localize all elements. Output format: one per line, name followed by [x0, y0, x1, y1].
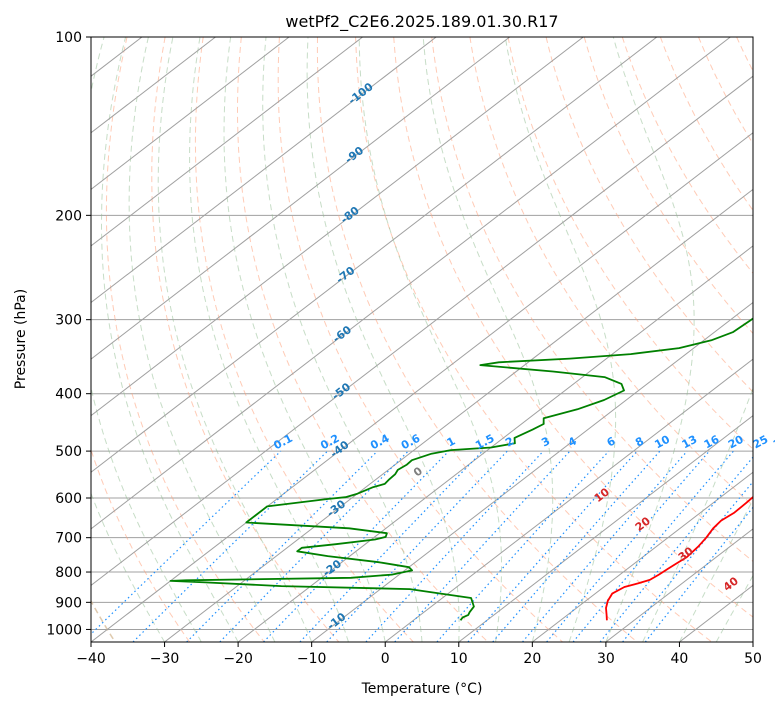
x-tick-label: 50: [744, 651, 762, 667]
isotherm-line: [237, 245, 753, 642]
mixing-ratio-line: [326, 450, 508, 642]
x-tick-label: 40: [671, 651, 689, 667]
y-tick-label: 700: [55, 531, 82, 547]
dry-adiabat-line: [316, 37, 638, 642]
plot-frame: [90, 36, 754, 643]
isotherm-line: [605, 528, 753, 642]
x-tick-label: 0: [381, 651, 390, 667]
mixing-ratio-label: 30: [771, 433, 775, 452]
mixing-ratio-line: [365, 450, 544, 642]
mixing-ratio-line: [467, 450, 638, 642]
dry-adiabat-line: [237, 37, 489, 642]
isotherm-line: [0, 37, 68, 642]
dry-adiabat-line: [277, 37, 563, 642]
moist-adiabat-line: [642, 386, 753, 642]
isotherm-line: [311, 301, 753, 642]
axes: −40 −30 −20 −10 0 10 20 30 40 50 100 200 300 400 500 60…: [46, 30, 762, 667]
y-tick-label: 400: [55, 387, 82, 403]
y-tick-label: 200: [55, 208, 82, 224]
mixing-ratio-line: [263, 450, 450, 642]
y-tick-label: 500: [55, 444, 82, 460]
sounding-profiles: [169, 317, 753, 621]
isotherm-line: [91, 37, 290, 190]
isotherm-line: [91, 37, 731, 530]
dry-adiabat-line: [151, 37, 340, 642]
y-tick-label: 900: [55, 595, 82, 611]
y-tick-label: 300: [55, 313, 82, 329]
moist-adiabat-line: [101, 37, 239, 642]
x-axis-label: Temperature (°C): [361, 681, 483, 697]
mixing-ratio-line: [299, 450, 483, 642]
mixing-ratio-label: 13: [680, 433, 700, 452]
x-tick-label: −10: [297, 651, 327, 667]
mixing-ratio-line: [91, 450, 282, 635]
dewpoint-line: [169, 317, 753, 621]
mixing-ratio-line: [546, 450, 710, 642]
chart-title: wetPf2_C2E6.2025.189.01.30.R17: [285, 12, 558, 32]
y-tick-label: 100: [55, 30, 82, 46]
plot-area: [91, 37, 753, 642]
dry-adiabat-line: [105, 37, 265, 642]
x-tick-label: 10: [450, 651, 468, 667]
y-tick-label: 800: [55, 565, 82, 581]
mixing-ratio-line: [394, 450, 571, 642]
mixing-ratio-line: [644, 506, 753, 642]
isotherm-line: [384, 358, 753, 642]
moist-adiabat-line: [157, 37, 313, 642]
background-lines: [0, 37, 753, 642]
x-tick-label: −40: [76, 651, 106, 667]
y-tick-label: 1000: [46, 622, 82, 638]
moist-adiabat-line: [422, 37, 554, 642]
mixing-ratio-label: 10: [652, 433, 672, 452]
x-tick-label: −20: [223, 651, 253, 667]
moist-adiabat-line: [223, 37, 386, 642]
isotherm-line: [91, 37, 584, 417]
dry-adiabat-line: [91, 448, 191, 642]
dry-adiabat-line: [393, 37, 753, 618]
mixing-ratio-line: [186, 450, 378, 642]
x-tick-label: 30: [597, 651, 615, 667]
mixing-ratio-line: [219, 450, 409, 642]
mixing-ratio-label: 16: [702, 433, 722, 452]
y-tick-label: 600: [55, 491, 82, 507]
isotherm-line: [458, 415, 753, 642]
moist-adiabat-line: [605, 37, 695, 642]
isotherm-line: [164, 188, 753, 642]
isotherm-line: [752, 641, 753, 642]
x-tick-label: −30: [150, 651, 180, 667]
moist-adiabat-line: [189, 37, 349, 642]
isotherm-line: [91, 37, 437, 304]
isotherm-line: [91, 37, 363, 247]
dry-adiabat-line: [545, 37, 753, 393]
isotherm-line: [91, 75, 753, 587]
y-axis-label: Pressure (hPa): [13, 289, 29, 389]
isotherm-line: [91, 37, 511, 360]
isotherm-line: [532, 471, 753, 642]
moist-adiabat-line: [128, 37, 276, 642]
mixing-ratio-line: [622, 480, 753, 642]
moist-adiabat-line: [91, 37, 202, 642]
mixing-ratio-line: [522, 450, 688, 642]
moist-adiabat-line: [358, 37, 502, 642]
isotherm-line: [91, 37, 658, 473]
moist-adiabat-line: [306, 37, 460, 642]
temperature-line: [605, 495, 753, 621]
mixing-ratio-line: [436, 450, 610, 642]
mixing-ratio-label: 25: [751, 433, 771, 452]
isotherm-line: [91, 132, 753, 642]
dry-adiabat-line: [194, 37, 414, 642]
mixing-ratio-label: 20: [726, 433, 746, 452]
x-tick-label: 20: [523, 651, 541, 667]
